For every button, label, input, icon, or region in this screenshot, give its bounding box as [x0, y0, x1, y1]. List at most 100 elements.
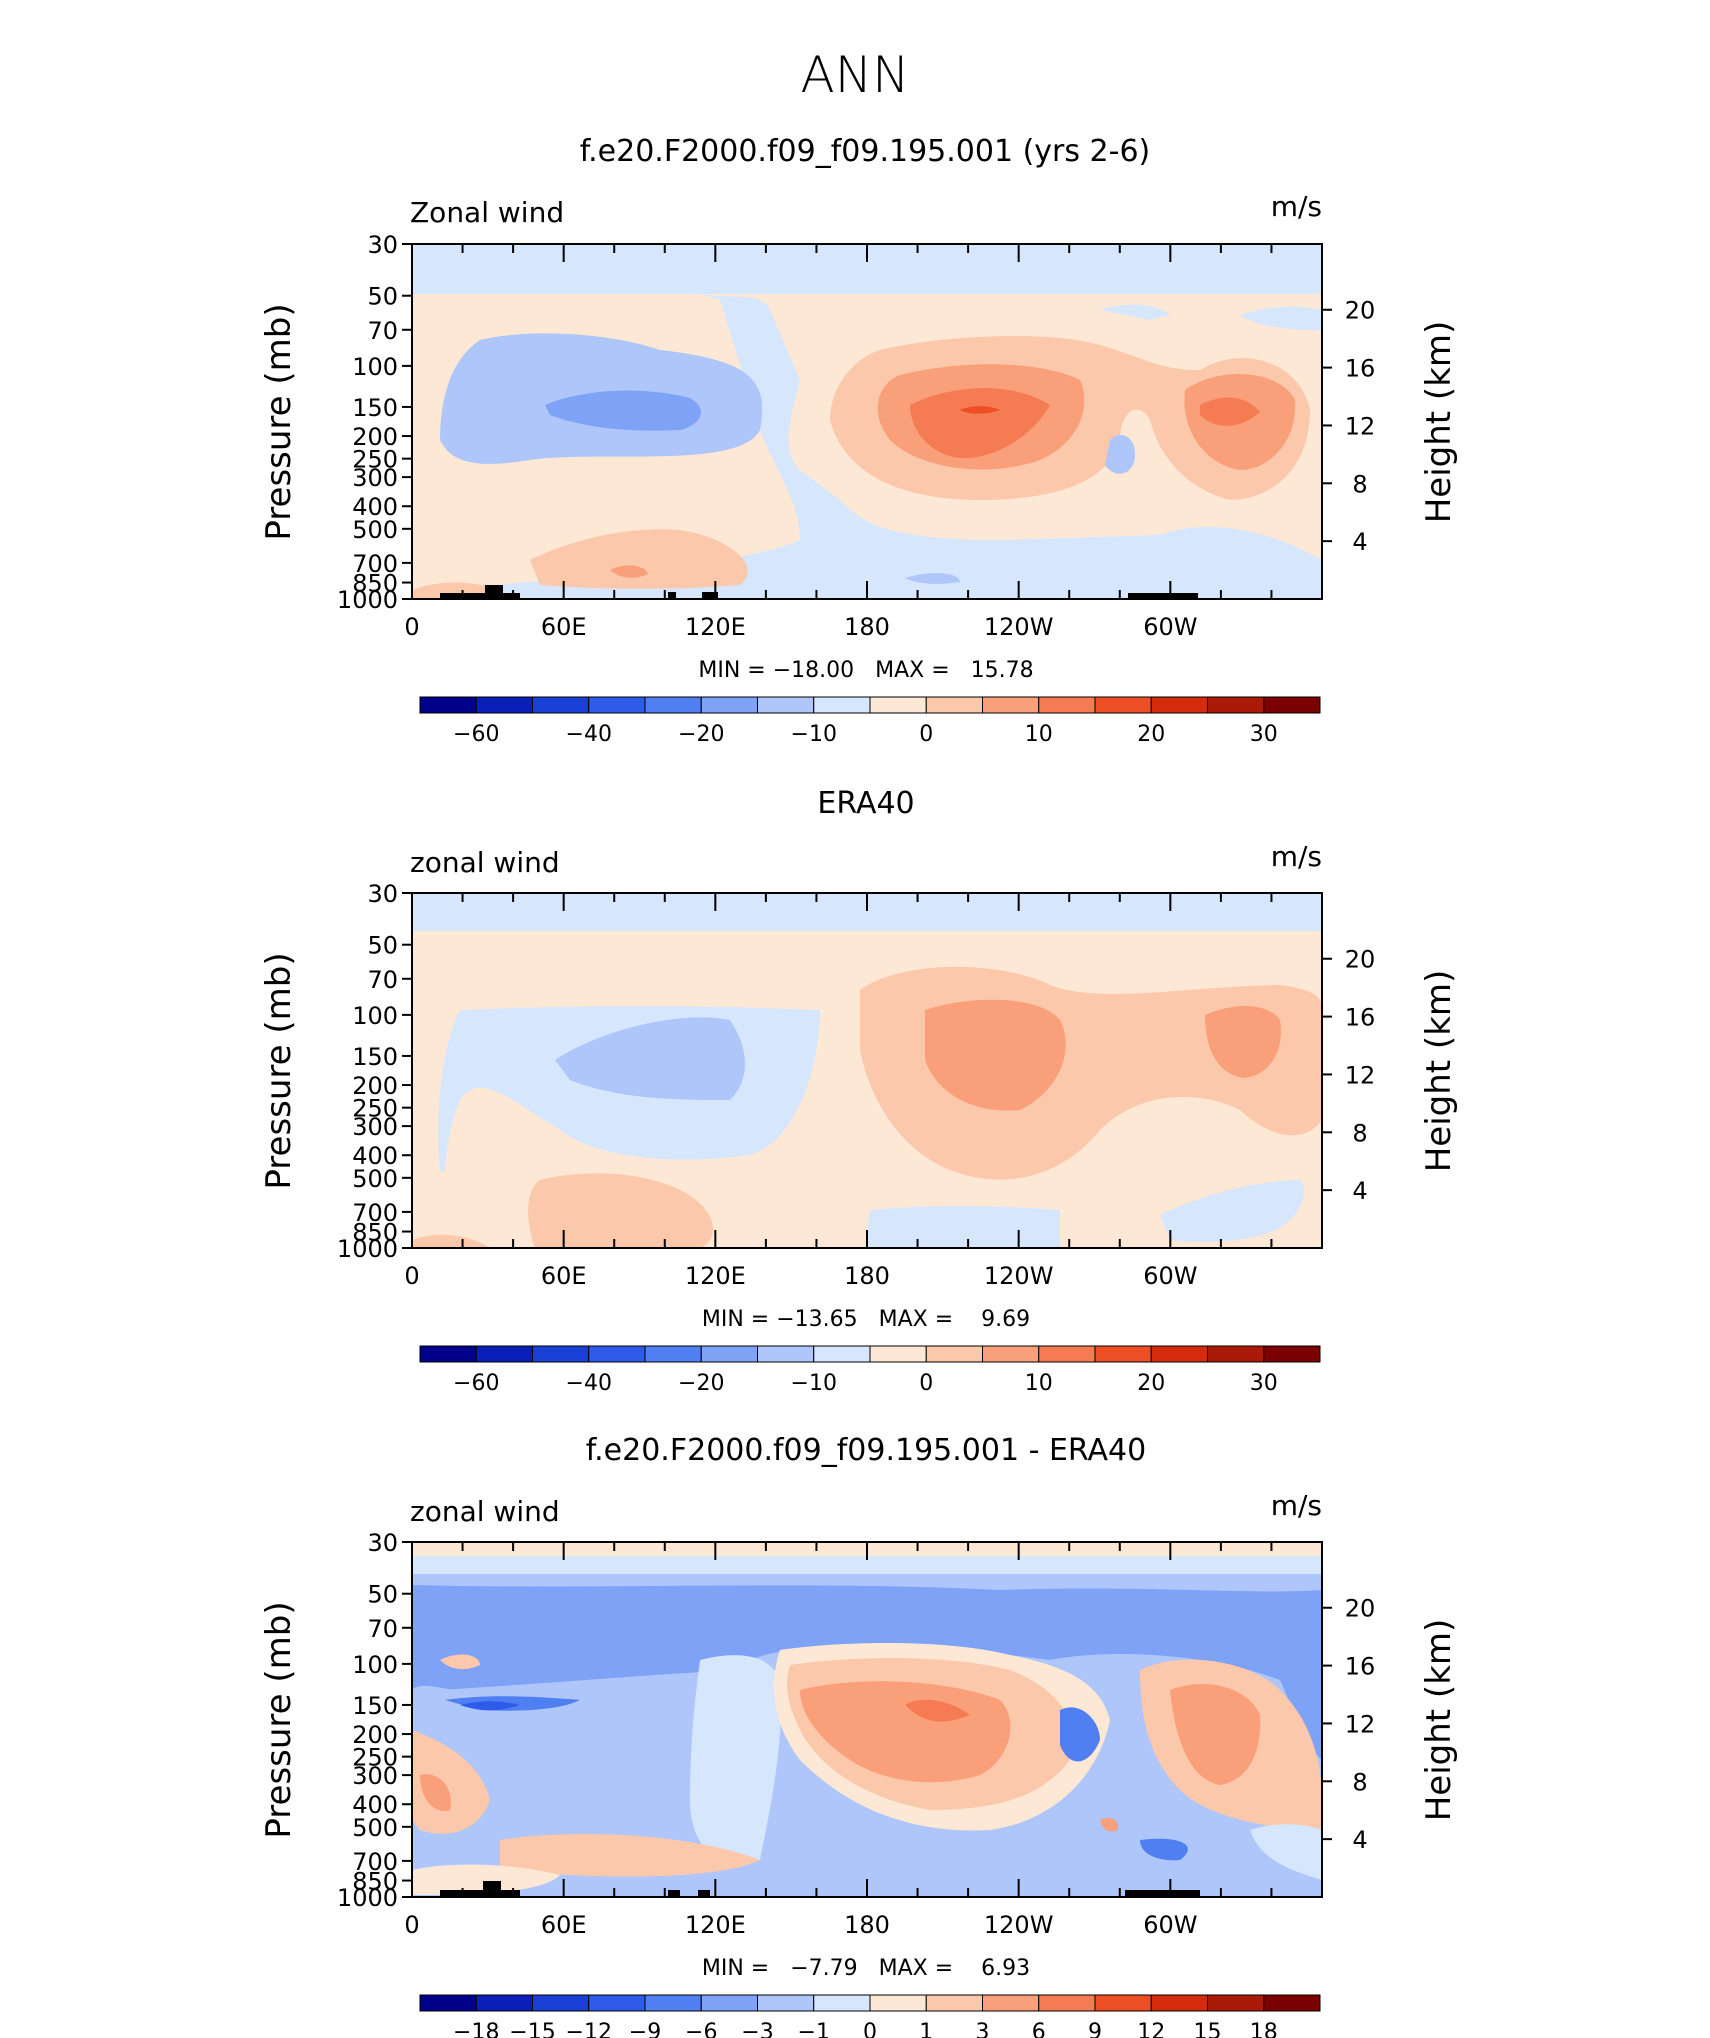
panel-model: f.e20.F2000.f09_f09.195.001 (yrs 2-6) Zo…: [259, 134, 1459, 747]
y2-tick-label: 4: [1352, 528, 1367, 556]
y-axis-label: Pressure (mb): [259, 303, 299, 540]
y-tick-label: 70: [367, 1615, 398, 1643]
x-tick-label: 60W: [1143, 1262, 1197, 1290]
y2-axis-label: Height (km): [1419, 1619, 1459, 1822]
colorbar-box: [982, 1994, 1040, 2012]
y-tick-label: 200: [352, 423, 398, 451]
x-tick-label: 120W: [984, 1262, 1054, 1290]
x-tick-label: 180: [844, 613, 890, 641]
colorbar-box: [700, 1345, 758, 1363]
colorbar-label: 0: [919, 722, 933, 747]
colorbar-box: [532, 696, 590, 714]
colorbar-box: [588, 1345, 646, 1363]
colorbar-label: 20: [1137, 1371, 1165, 1396]
colorbar-label: −6: [685, 2020, 717, 2038]
y2-tick-label: 8: [1352, 1768, 1367, 1796]
colorbar-box: [1038, 1994, 1096, 2012]
topography: [440, 1881, 1200, 1897]
y-tick-label: 150: [352, 1043, 398, 1071]
colorbar-label: 10: [1025, 722, 1053, 747]
y2-tick-label: 4: [1352, 1177, 1367, 1205]
colorbar-box: [982, 1345, 1040, 1363]
x-tick-label: 120W: [984, 613, 1054, 641]
x-tick-label: 180: [844, 1911, 890, 1939]
colorbar-box: [925, 696, 983, 714]
colorbar-box: [419, 696, 477, 714]
colorbar: −60 −40 −20 −10 0 10 20 30: [419, 1345, 1321, 1396]
y-tick-label: 200: [352, 1721, 398, 1749]
colorbar-box: [869, 1345, 927, 1363]
y-tick-label: 150: [352, 1692, 398, 1720]
colorbar-box: [869, 696, 927, 714]
y-tick-label: 700: [352, 550, 398, 578]
colorbar-label: 0: [919, 1371, 933, 1396]
y-tick-label: 100: [352, 1002, 398, 1030]
colorbar-box: [700, 1994, 758, 2012]
colorbar-box: [1207, 1345, 1265, 1363]
y-tick-label: 50: [367, 283, 398, 311]
y2-tick-label: 12: [1345, 1710, 1376, 1738]
units-label: m/s: [1271, 1489, 1322, 1522]
colorbar-label: 9: [1088, 2020, 1102, 2038]
colorbar-label: −40: [566, 722, 612, 747]
colorbar-label: 20: [1137, 722, 1165, 747]
x-tick-label: 120E: [685, 1262, 746, 1290]
colorbar-box: [813, 1994, 871, 2012]
y-tick-label: 100: [352, 353, 398, 381]
colorbar-label: −12: [566, 2020, 612, 2038]
colorbar-box: [757, 1345, 815, 1363]
colorbar-label: −20: [678, 722, 724, 747]
x-tick-label: 120E: [685, 613, 746, 641]
y-tick-label: 500: [352, 1165, 398, 1193]
y2-tick-label: 16: [1345, 1004, 1376, 1032]
y2-tick-label: 20: [1345, 297, 1376, 325]
stats-label: MIN = −13.65 MAX = 9.69: [702, 1307, 1030, 1332]
colorbar: −60 −40 −20 −10 0 10 20 30: [419, 696, 1321, 747]
y2-tick-label: 16: [1345, 1653, 1376, 1681]
y-tick-label: 850: [352, 1868, 398, 1896]
colorbar-box: [1150, 696, 1208, 714]
panel-obs: ERA40 zonal wind m/s 3050701001502002503…: [259, 786, 1459, 1396]
y-axis-label: Pressure (mb): [259, 952, 299, 1189]
y2-tick-label: 8: [1352, 470, 1367, 498]
x-tick-label: 60E: [541, 1262, 587, 1290]
colorbar-label: 18: [1250, 2020, 1278, 2038]
y-tick-label: 400: [352, 493, 398, 521]
colorbar-label: −3: [741, 2020, 773, 2038]
colorbar: −18 −15 −12 −9 −6 −3 −1 0 1 3 6 9 12 15 18: [419, 1994, 1321, 2038]
y-tick-label: 400: [352, 1142, 398, 1170]
colorbar-box: [475, 696, 533, 714]
y-tick-label: 250: [352, 446, 398, 474]
colorbar-box: [419, 1994, 477, 2012]
colorbar-box: [1263, 696, 1321, 714]
colorbar-box: [419, 1345, 477, 1363]
colorbar-box: [532, 1345, 590, 1363]
x-tick-label: 0: [404, 1911, 419, 1939]
colorbar-box: [1207, 1994, 1265, 2012]
colorbar-box: [813, 1345, 871, 1363]
x-tick-label: 0: [404, 1262, 419, 1290]
colorbar-label: 6: [1032, 2020, 1046, 2038]
variable-label: zonal wind: [410, 1495, 560, 1528]
colorbar-box: [644, 1994, 702, 2012]
colorbar-label: 10: [1025, 1371, 1053, 1396]
variable-label: zonal wind: [410, 846, 560, 879]
colorbar-box: [869, 1994, 927, 2012]
colorbar-label: 15: [1194, 2020, 1222, 2038]
colorbar-label: −40: [566, 1371, 612, 1396]
y2-tick-label: 20: [1345, 946, 1376, 974]
y-tick-label: 250: [352, 1744, 398, 1772]
y-tick-label: 700: [352, 1199, 398, 1227]
y2-tick-label: 12: [1345, 1061, 1376, 1089]
y-tick-label: 500: [352, 516, 398, 544]
colorbar-box: [644, 1345, 702, 1363]
y2-axis-label: Height (km): [1419, 970, 1459, 1173]
y-tick-label: 850: [352, 570, 398, 598]
y-tick-label: 30: [367, 231, 398, 259]
colorbar-box: [1094, 696, 1152, 714]
colorbar-label: −60: [453, 722, 499, 747]
y-tick-label: 700: [352, 1848, 398, 1876]
x-tick-label: 120W: [984, 1911, 1054, 1939]
